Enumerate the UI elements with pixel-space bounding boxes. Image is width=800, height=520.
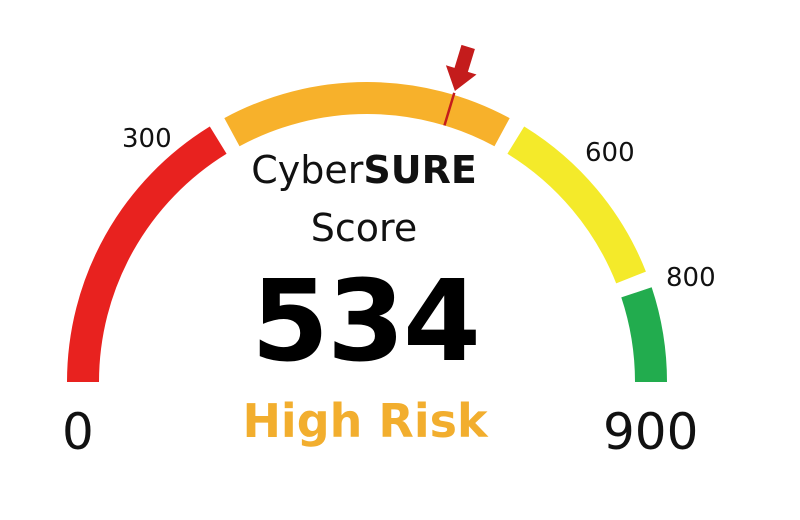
risk-level-label: High Risk xyxy=(242,394,488,448)
segment-good xyxy=(621,287,667,383)
tick-label-600: 600 xyxy=(585,138,635,168)
segment-low xyxy=(67,126,227,383)
gauge-segments xyxy=(67,82,667,383)
gauge-max-label: 900 xyxy=(603,403,699,461)
score-value: 534 xyxy=(251,257,481,387)
down-arrow-icon xyxy=(445,44,477,91)
gauge-min-label: 0 xyxy=(62,403,94,461)
score-needle xyxy=(443,92,456,126)
segment-high-risk xyxy=(224,82,510,147)
title-regular: Cyber xyxy=(251,148,364,192)
score-subtitle: Score xyxy=(310,206,418,250)
title-bold: SURE xyxy=(363,148,477,192)
tick-label-300: 300 xyxy=(122,124,172,154)
score-pointer xyxy=(443,44,477,126)
tick-label-800: 800 xyxy=(666,263,716,293)
segment-moderate xyxy=(507,126,646,284)
score-title: CyberSURE xyxy=(200,148,528,192)
